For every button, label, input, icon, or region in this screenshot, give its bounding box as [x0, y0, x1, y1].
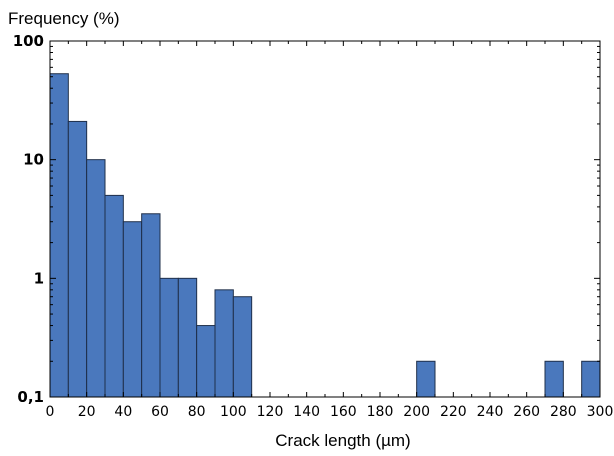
- plot-frame: [49, 40, 601, 398]
- x-tick-label: 200: [403, 404, 430, 420]
- histogram-bar: [67, 120, 88, 398]
- x-tick-label: 280: [550, 404, 577, 420]
- y-tick-label: 10: [23, 151, 44, 169]
- x-tick-label: 60: [151, 404, 169, 420]
- histogram-bar: [49, 73, 69, 398]
- y-axis-label: Frequency (%): [8, 9, 119, 28]
- x-tick-label: 40: [114, 404, 132, 420]
- histogram-bar: [86, 159, 106, 398]
- x-tick-label: 220: [440, 404, 467, 420]
- x-tick-label: 180: [367, 404, 394, 420]
- y-tick-label: 100: [13, 32, 44, 50]
- y-tick-label: 0,1: [17, 388, 44, 406]
- x-tick-label: 0: [46, 404, 55, 420]
- bars: [49, 73, 601, 398]
- histogram-bar: [581, 360, 601, 398]
- x-tick-label: 120: [257, 404, 284, 420]
- x-axis-label: Crack length (µm): [275, 431, 410, 450]
- histogram-bar: [232, 296, 253, 398]
- x-tick-label: 260: [513, 404, 540, 420]
- histogram-bar: [416, 360, 436, 398]
- histogram-bar: [122, 221, 143, 398]
- x-tick-label: 160: [330, 404, 357, 420]
- x-tick-label: 80: [188, 404, 206, 420]
- histogram-bar: [141, 213, 161, 398]
- axis-ticks: 100 10 1 0,10 20 40 60 80 100 120 140 160 180 200 220 2…: [13, 32, 614, 420]
- x-tick-label: 20: [78, 404, 96, 420]
- x-tick-label: 240: [477, 404, 504, 420]
- histogram-bar: [104, 194, 124, 398]
- histogram-bar: [177, 277, 198, 398]
- histogram-bar: [214, 289, 234, 398]
- histogram-bar: [544, 360, 564, 398]
- x-tick-label: 300: [587, 404, 614, 420]
- y-tick-label: 1: [34, 269, 44, 287]
- histogram-bar: [159, 277, 179, 398]
- x-tick-label: 140: [293, 404, 320, 420]
- histogram-bar: [196, 325, 216, 398]
- x-tick-label: 100: [220, 404, 247, 420]
